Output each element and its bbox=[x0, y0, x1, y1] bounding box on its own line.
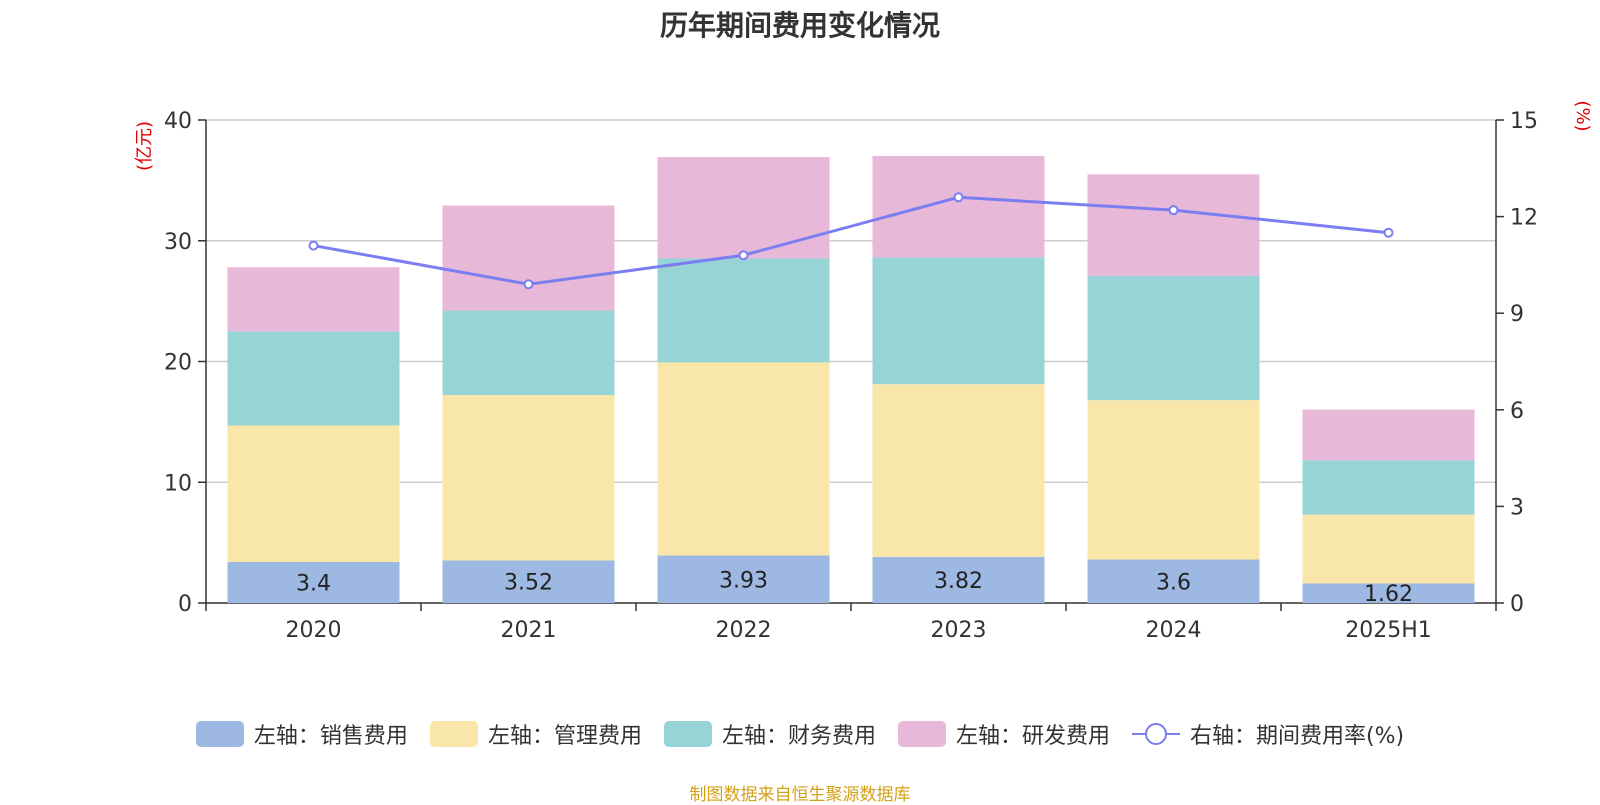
legend-item-finance[interactable]: 左轴：财务费用 bbox=[663, 718, 876, 750]
bar-segment bbox=[1302, 514, 1475, 584]
bar-segment bbox=[227, 267, 400, 332]
bar-segment bbox=[442, 560, 615, 603]
bar-segment bbox=[227, 425, 400, 562]
left-axis-tick-label: 10 bbox=[164, 471, 192, 496]
x-axis-tick-label: 2022 bbox=[716, 618, 772, 643]
left-axis-tick-label: 0 bbox=[178, 592, 192, 617]
expense-ratio-line bbox=[313, 195, 1389, 286]
bar-segment bbox=[1302, 460, 1475, 515]
chart-title: 历年期间费用变化情况 bbox=[659, 9, 940, 42]
bar-data-label: 3.4 bbox=[296, 571, 331, 596]
bar-data-label: 3.93 bbox=[719, 568, 768, 593]
legend-item-sales[interactable]: 左轴：销售费用 bbox=[195, 718, 408, 750]
x-axis-tick-label: 2024 bbox=[1146, 618, 1202, 643]
legend-item-rnd[interactable]: 左轴：研发费用 bbox=[897, 718, 1110, 750]
right-axis-tick-label: 12 bbox=[1510, 206, 1538, 231]
bar-segment bbox=[657, 555, 830, 603]
x-axis-tick-label: 2023 bbox=[931, 618, 987, 643]
legend-swatch-admin bbox=[429, 721, 478, 747]
bar-segment bbox=[657, 258, 830, 363]
legend-item-admin[interactable]: 左轴：管理费用 bbox=[429, 718, 642, 750]
bar-segment bbox=[227, 331, 400, 426]
bar-data-label: 3.52 bbox=[504, 571, 553, 596]
bar-segment bbox=[657, 362, 830, 556]
bar-segment bbox=[1087, 275, 1260, 401]
left-axis-tick-label: 40 bbox=[164, 109, 192, 134]
right-axis-tick-label: 6 bbox=[1510, 399, 1524, 424]
legend-swatch-sales bbox=[195, 721, 244, 747]
legend: 左轴：销售费用 左轴：管理费用 左轴：财务费用 左轴：研发费用 右轴：期间费用率… bbox=[0, 718, 1600, 750]
right-axis-tick-label: 3 bbox=[1510, 495, 1524, 520]
legend-swatch-rnd bbox=[897, 721, 946, 747]
bar-data-label: 1.62 bbox=[1364, 582, 1413, 607]
legend-label-sales: 左轴：销售费用 bbox=[253, 724, 408, 749]
bar-segment bbox=[872, 257, 1045, 385]
legend-label-finance: 左轴：财务费用 bbox=[721, 724, 876, 749]
bar-data-label: 3.6 bbox=[1156, 570, 1191, 595]
right-axis-tick-label: 9 bbox=[1510, 302, 1524, 327]
bar-segment bbox=[872, 155, 1045, 258]
bar-segment bbox=[657, 157, 830, 259]
bar-segment bbox=[227, 561, 400, 603]
legend-label-admin: 左轴：管理费用 bbox=[487, 724, 642, 749]
legend-label-rnd: 左轴：研发费用 bbox=[955, 724, 1110, 749]
x-axis-tick-label: 2025H1 bbox=[1345, 618, 1432, 643]
x-axis-tick-label: 2021 bbox=[501, 618, 557, 643]
legend-item-expense-ratio[interactable]: 右轴：期间费用率(%) bbox=[1131, 718, 1405, 750]
legend-line-circle-icon bbox=[1131, 721, 1180, 747]
legend-label-expense-ratio: 右轴：期间费用率(%) bbox=[1189, 724, 1405, 749]
right-axis-unit: (%) bbox=[1572, 100, 1593, 131]
expense-ratio-point bbox=[738, 250, 749, 261]
legend-swatch-finance bbox=[663, 721, 712, 747]
bar-data-label: 3.82 bbox=[934, 569, 983, 594]
bar-segment bbox=[1087, 559, 1260, 603]
bar-segment bbox=[442, 205, 615, 311]
source-note: 制图数据来自恒生聚源数据库 bbox=[689, 785, 911, 805]
bar-segment bbox=[872, 384, 1045, 557]
bar-segment bbox=[442, 310, 615, 396]
bar-segment bbox=[872, 556, 1045, 603]
expense-ratio-point bbox=[523, 279, 534, 290]
left-axis-tick-label: 20 bbox=[164, 351, 192, 376]
expense-ratio-point bbox=[953, 192, 964, 203]
bar-segment bbox=[1087, 174, 1260, 276]
right-axis-tick-label: 15 bbox=[1510, 109, 1538, 134]
bar-segment bbox=[1302, 583, 1475, 603]
bar-segment bbox=[1302, 409, 1475, 461]
expense-ratio-point bbox=[1168, 205, 1179, 216]
left-axis-unit: (亿元) bbox=[134, 121, 155, 171]
right-axis-tick-label: 0 bbox=[1510, 592, 1524, 617]
expense-ratio-point bbox=[1383, 227, 1394, 238]
bar-segment bbox=[1087, 400, 1260, 560]
left-axis-tick-label: 30 bbox=[164, 230, 192, 255]
x-axis-tick-label: 2020 bbox=[286, 618, 342, 643]
bar-segment bbox=[442, 395, 615, 561]
expense-ratio-point bbox=[308, 240, 319, 251]
